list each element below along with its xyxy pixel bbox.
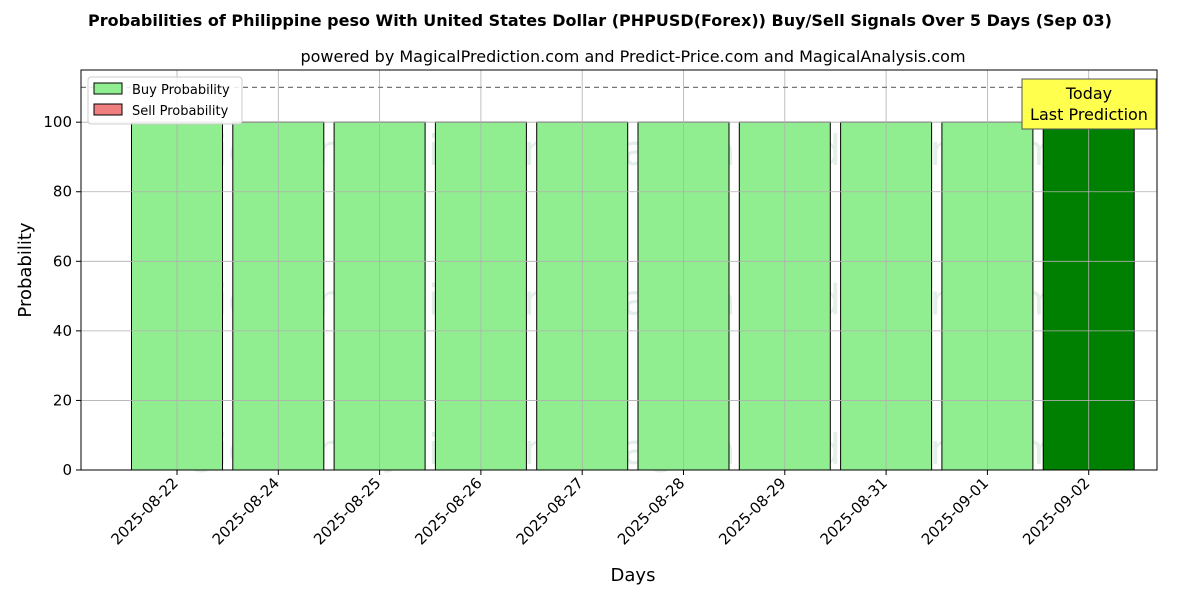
x-axis-label: Days	[611, 565, 656, 586]
y-tick-label: 80	[53, 183, 72, 201]
y-axis-label: Probability	[15, 222, 36, 317]
y-tick-label: 100	[43, 113, 72, 131]
x-tick-label: 2025-08-29	[715, 474, 789, 548]
annotation-box	[1021, 78, 1157, 130]
y-tick-label: 40	[53, 322, 72, 340]
x-tick-label: 2025-08-31	[817, 474, 891, 548]
plot-frame	[80, 69, 1158, 471]
today-annotation: Today Last Prediction	[1021, 78, 1157, 130]
chart-title: Probabilities of Philippine peso With Un…	[88, 11, 1112, 30]
x-tick-label: 2025-08-26	[411, 474, 485, 548]
x-axis-ticks: 2025-08-22 2025-08-24 2025-08-25 2025-08-26…	[107, 470, 1094, 548]
x-tick-label: 2025-08-24	[209, 474, 283, 548]
legend-label-buy: Buy Probability	[132, 83, 230, 98]
legend-swatch-buy	[93, 82, 123, 95]
legend-swatch-sell	[93, 103, 123, 116]
legend-box	[87, 76, 243, 125]
overlay	[81, 70, 1157, 471]
y-tick-label: 0	[62, 461, 72, 479]
annotation-line-1: Today	[1065, 84, 1112, 103]
chart-subtitle: powered by MagicalPrediction.com and Pre…	[300, 47, 965, 66]
y-axis-ticks: 0 20 40 60 80 100	[43, 113, 81, 479]
annotation-line-2: Last Prediction	[1030, 105, 1148, 124]
x-tick-label: 2025-09-01	[918, 474, 992, 548]
x-tick-label: 2025-08-28	[614, 474, 688, 548]
legend: Buy Probability Sell Probability	[87, 76, 243, 125]
x-tick-label: 2025-08-22	[107, 474, 181, 548]
x-tick-label: 2025-08-25	[310, 474, 384, 548]
legend-label-sell: Sell Probability	[132, 104, 229, 119]
x-tick-label: 2025-08-27	[513, 474, 587, 548]
x-tick-label: 2025-09-02	[1019, 474, 1093, 548]
y-tick-label: 60	[53, 252, 72, 270]
y-tick-label: 20	[53, 391, 72, 409]
